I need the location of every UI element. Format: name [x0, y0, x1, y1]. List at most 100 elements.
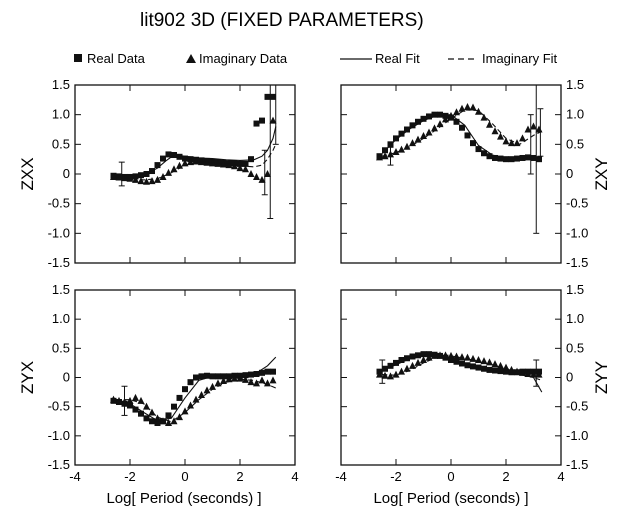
- real-data-point: [264, 368, 271, 375]
- imaginary-data-point: [530, 370, 537, 378]
- x-tick-label: 0: [181, 469, 188, 484]
- imaginary-data-point: [480, 113, 488, 121]
- y-tick-label: 0.5: [566, 340, 584, 355]
- imaginary-data-point: [453, 352, 460, 360]
- real-data-point: [431, 111, 438, 118]
- imaginary-data-point: [486, 120, 493, 128]
- real-data-point: [182, 155, 188, 162]
- imaginary-data-point: [203, 158, 211, 166]
- imaginary-data-point: [165, 419, 172, 426]
- imaginary-data-point: [198, 391, 205, 398]
- y-tick-label: -0.5: [48, 399, 70, 414]
- real-data-point: [187, 379, 194, 386]
- imaginary-data-point: [247, 378, 255, 386]
- imaginary-data-point: [535, 125, 543, 133]
- real-data-point: [514, 155, 520, 162]
- imaginary-data-point: [513, 367, 521, 375]
- y-tick-label: 1.0: [566, 311, 584, 326]
- imaginary-data-point: [475, 356, 482, 363]
- real-data-point: [415, 118, 421, 125]
- y-tick-label: 1.5: [52, 282, 70, 297]
- imaginary-fit-line: [116, 144, 277, 181]
- real-data-point: [143, 415, 150, 422]
- figure-title: lit902 3D (FIXED PARAMETERS): [140, 10, 424, 31]
- real-data-point: [264, 93, 271, 100]
- legend-real-data-label: Real Data: [87, 51, 146, 66]
- imaginary-data-point: [110, 172, 117, 180]
- imaginary-data-point: [187, 158, 194, 166]
- imaginary-data-point: [420, 356, 427, 363]
- real-data-point: [270, 93, 276, 100]
- real-data-point: [204, 372, 210, 379]
- imaginary-data-point: [403, 364, 411, 372]
- real-data-point: [497, 155, 504, 162]
- imaginary-data-point: [258, 175, 266, 183]
- legend-real-fit-label: Real Fit: [375, 51, 420, 66]
- imaginary-data-point: [132, 175, 139, 183]
- imaginary-data-point: [524, 125, 532, 133]
- panel-bottom-right: -1.5 -1.0 -0.5 0 0.5 1.0 1.5 -4 -2 0 2 4 ZYY: [335, 282, 611, 484]
- imaginary-data-point: [159, 417, 167, 425]
- y-tick-label: -1.5: [566, 255, 588, 270]
- imaginary-data-point: [170, 165, 178, 173]
- y-tick-label: -0.5: [48, 196, 70, 211]
- real-data-point: [508, 156, 515, 163]
- y-tick-label: -1.5: [566, 457, 588, 472]
- imaginary-data-point: [535, 370, 543, 378]
- legend-real-data-marker: [74, 54, 82, 62]
- imaginary-data-point: [497, 132, 504, 140]
- y-tick-label: 1.0: [566, 107, 584, 122]
- real-data-point: [409, 353, 416, 360]
- real-fit-line: [116, 126, 277, 177]
- y-tick-label: 0.5: [52, 340, 70, 355]
- real-data-point: [160, 155, 166, 162]
- x-tick-label: 4: [557, 469, 564, 484]
- imaginary-data-point: [231, 162, 238, 170]
- real-data-point: [176, 394, 183, 401]
- real-data-point: [237, 160, 243, 167]
- real-data-point: [481, 150, 487, 157]
- imaginary-data-point: [269, 116, 277, 124]
- real-data-point: [464, 132, 471, 139]
- y-tick-label: -1.5: [48, 255, 70, 270]
- imaginary-data-point: [269, 376, 277, 384]
- imaginary-data-point: [198, 158, 205, 166]
- x-tick-label: 2: [236, 469, 243, 484]
- imaginary-fit-line: [382, 109, 543, 157]
- imaginary-data-point: [530, 122, 537, 130]
- imaginary-data-point: [420, 132, 427, 140]
- real-fit-line: [382, 354, 543, 393]
- real-data-point: [165, 151, 172, 158]
- real-data-point: [453, 118, 460, 125]
- real-data-point: [182, 386, 188, 393]
- imaginary-data-point: [154, 175, 161, 183]
- real-data-point: [270, 368, 276, 375]
- imaginary-data-point: [110, 395, 117, 403]
- real-data-point: [475, 146, 482, 153]
- imaginary-data-point: [376, 370, 383, 378]
- real-data-point: [470, 140, 476, 147]
- real-data-point: [138, 410, 144, 417]
- imaginary-data-point: [453, 108, 460, 116]
- y-tick-label: -0.5: [566, 399, 588, 414]
- y-tick-label: 0: [63, 166, 70, 181]
- real-data-point: [387, 362, 394, 369]
- real-data-point: [530, 154, 537, 161]
- imaginary-data-point: [143, 177, 150, 185]
- imaginary-fit-line: [116, 378, 277, 423]
- imaginary-data-point: [524, 370, 532, 377]
- panel-bottom-left: -1.5 -1.0 -0.5 0 0.5 1.0 1.5 -4 -2 0 2 4 ZYX: [18, 282, 299, 484]
- y-axis-label-zxy: ZXY: [592, 157, 611, 190]
- x-tick-label: 0: [447, 469, 454, 484]
- real-data-point: [503, 156, 509, 163]
- real-data-point: [253, 120, 260, 127]
- imaginary-data-point: [203, 386, 211, 394]
- x-tick-label: -4: [69, 469, 81, 484]
- real-data-point: [398, 357, 405, 363]
- y-tick-label: 1.5: [566, 282, 584, 297]
- real-data-point: [132, 406, 139, 413]
- imaginary-data-point: [475, 107, 482, 115]
- y-tick-label: 1.5: [52, 77, 70, 92]
- imaginary-data-point: [414, 358, 422, 366]
- imaginary-data-point: [126, 396, 134, 404]
